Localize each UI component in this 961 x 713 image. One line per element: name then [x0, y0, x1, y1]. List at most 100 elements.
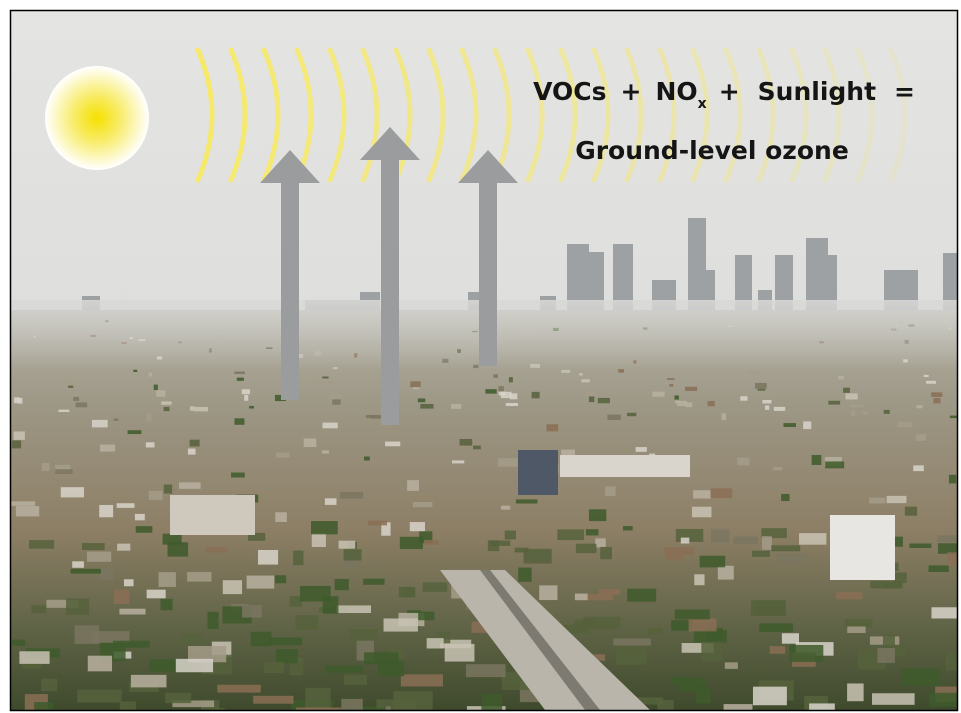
- building: [781, 494, 789, 501]
- building: [264, 662, 284, 673]
- building: [149, 373, 152, 377]
- operator: +: [719, 77, 740, 106]
- building: [809, 703, 835, 713]
- building: [427, 638, 444, 648]
- building: [901, 669, 941, 686]
- building: [128, 430, 142, 434]
- building: [758, 389, 766, 391]
- building: [349, 629, 378, 642]
- building: [505, 531, 516, 540]
- operator: =: [894, 77, 915, 106]
- building: [258, 550, 278, 565]
- building: [188, 449, 196, 455]
- building: [493, 374, 498, 378]
- building: [847, 626, 865, 633]
- building: [400, 537, 423, 549]
- building: [234, 418, 244, 424]
- building: [12, 640, 25, 646]
- building: [667, 378, 675, 380]
- building: [42, 463, 50, 471]
- building: [119, 609, 145, 615]
- building: [304, 438, 317, 447]
- term: VOCs: [533, 77, 606, 106]
- building: [862, 411, 867, 414]
- building: [168, 542, 189, 556]
- building: [99, 569, 113, 580]
- building: [678, 678, 707, 692]
- building: [621, 650, 647, 663]
- building: [156, 390, 165, 396]
- building: [120, 701, 136, 713]
- building: [872, 693, 915, 705]
- building: [309, 380, 321, 385]
- building: [627, 413, 636, 416]
- building: [509, 377, 513, 382]
- building: [164, 407, 170, 411]
- building: [159, 572, 176, 587]
- building: [648, 628, 663, 635]
- building: [136, 526, 153, 533]
- building: [135, 514, 145, 520]
- building: [14, 431, 25, 439]
- building: [179, 482, 201, 488]
- building: [19, 651, 49, 664]
- building: [217, 685, 261, 693]
- building: [485, 389, 496, 393]
- building: [676, 529, 703, 542]
- building: [366, 415, 381, 418]
- building: [681, 538, 689, 544]
- building: [99, 505, 113, 517]
- building: [770, 646, 786, 654]
- building: [131, 675, 167, 688]
- building: [87, 552, 111, 562]
- building: [187, 572, 211, 582]
- building: [774, 407, 785, 411]
- building: [501, 506, 510, 510]
- building: [190, 406, 195, 411]
- building: [452, 460, 464, 463]
- building: [58, 410, 69, 412]
- building: [607, 415, 620, 420]
- building: [322, 376, 328, 378]
- building: [190, 440, 200, 447]
- building: [124, 579, 134, 586]
- building: [518, 568, 531, 582]
- building: [560, 455, 690, 477]
- building: [401, 674, 443, 686]
- building: [296, 615, 319, 630]
- building: [410, 381, 420, 387]
- building: [113, 641, 150, 648]
- building: [711, 530, 729, 543]
- building: [737, 458, 749, 466]
- building: [916, 434, 926, 441]
- building: [293, 551, 303, 566]
- building: [339, 541, 356, 549]
- building: [532, 392, 540, 398]
- building: [595, 538, 605, 547]
- building: [799, 533, 826, 545]
- building: [205, 547, 228, 552]
- building: [949, 475, 956, 484]
- building: [275, 575, 286, 583]
- building: [154, 385, 158, 390]
- building: [413, 502, 432, 507]
- building: [330, 394, 343, 398]
- building: [783, 423, 796, 427]
- building: [114, 589, 130, 604]
- building: [29, 540, 54, 549]
- building: [887, 496, 907, 503]
- building: [407, 480, 419, 491]
- building: [466, 664, 506, 677]
- building: [149, 491, 163, 500]
- building: [916, 405, 922, 408]
- building: [762, 400, 771, 404]
- building: [721, 413, 726, 420]
- building: [711, 488, 733, 498]
- building: [516, 499, 538, 503]
- building: [344, 675, 367, 685]
- building: [481, 694, 502, 711]
- building: [66, 598, 89, 614]
- building: [117, 503, 135, 508]
- building: [73, 397, 79, 401]
- building: [546, 424, 558, 431]
